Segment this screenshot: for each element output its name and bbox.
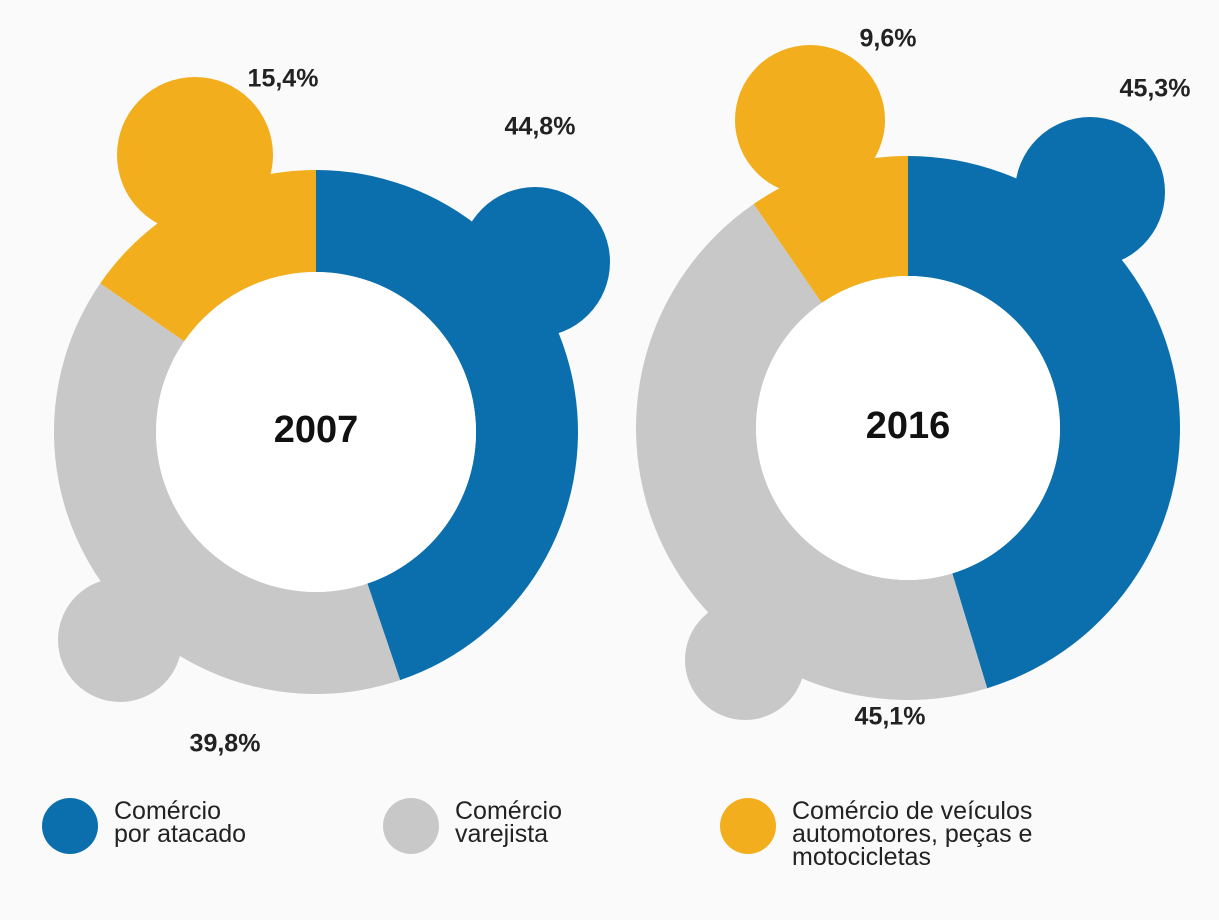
value-label: 15,4%	[248, 65, 319, 93]
value-label: 39,8%	[190, 730, 261, 758]
icon-bubble	[735, 45, 885, 195]
legend-label: Comércio varejista	[455, 797, 562, 848]
legend-label: Comércio por atacado	[114, 797, 247, 848]
legend-swatch	[720, 798, 776, 854]
donut-segment	[54, 283, 401, 694]
value-label: 9,6%	[860, 25, 917, 53]
donut-segment	[100, 170, 316, 342]
value-label: 44,8%	[505, 113, 576, 141]
legend-swatch	[383, 798, 439, 854]
donut-hole	[156, 272, 476, 592]
donut-segment	[908, 156, 1180, 689]
center-label: 2007	[274, 409, 359, 451]
donut-segment	[753, 156, 908, 303]
legend-swatch	[42, 798, 98, 854]
donut-segment	[316, 170, 578, 681]
donut-segment	[635, 203, 988, 701]
donut-hole	[756, 276, 1060, 580]
center-label: 2016	[866, 405, 951, 447]
value-label: 45,3%	[1120, 75, 1191, 103]
legend-label: Comércio de veículos automotores, peças …	[792, 797, 1033, 871]
value-label: 45,1%	[855, 703, 926, 731]
